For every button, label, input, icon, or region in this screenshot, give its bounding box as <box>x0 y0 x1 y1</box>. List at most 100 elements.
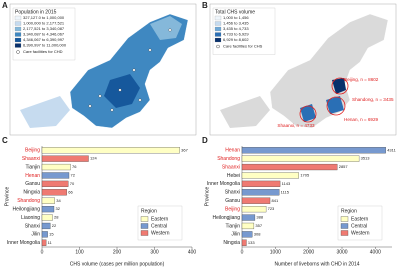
legend-swatch <box>14 15 22 21</box>
value-label: 4311 <box>387 147 396 152</box>
y-tick-label: Shaanxi <box>222 164 240 170</box>
y-tick-label: Heilongjiang <box>12 206 40 212</box>
legend-label: 6,929 to 8,602 <box>223 37 249 42</box>
bar <box>241 189 280 196</box>
y-tick-label: Henan <box>25 173 40 179</box>
bar <box>41 214 53 221</box>
map-region <box>300 104 316 122</box>
bar <box>241 147 386 154</box>
facility-icon <box>118 88 122 92</box>
y-tick-label: Tianjin <box>25 164 40 170</box>
x-tick-label: 3000 <box>336 249 347 255</box>
y-tick-label: Inner Mongolia <box>7 240 40 246</box>
bar <box>41 197 55 204</box>
bar <box>241 206 267 213</box>
map-region <box>20 96 70 128</box>
bar <box>241 239 247 246</box>
value-label: 841 <box>272 198 279 203</box>
legend-title: Region <box>141 208 157 214</box>
legend-swatch <box>214 37 222 43</box>
x-tick-label: 1000 <box>270 249 281 255</box>
legend-swatch <box>140 216 149 222</box>
bar <box>41 189 67 196</box>
facility-icon <box>16 50 20 54</box>
value-label: 367 <box>181 147 188 152</box>
legend-label: 1,000,000 to 2,177,521 <box>23 21 65 26</box>
value-label: 357 <box>255 223 262 228</box>
panel-label: C <box>2 136 8 145</box>
y-tick-label: Beijing <box>225 206 240 212</box>
value-label: 124 <box>90 156 97 161</box>
bar <box>241 214 256 221</box>
facility-icon <box>216 44 220 49</box>
legend-swatch <box>14 37 22 43</box>
bar <box>41 222 51 230</box>
value-label: 22 <box>52 223 57 228</box>
bar <box>241 172 299 179</box>
y-tick-label: Tianjin <box>225 223 240 229</box>
facility-icon <box>132 68 136 72</box>
bar <box>41 180 69 187</box>
x-tick-label: 200 <box>113 249 122 255</box>
y-tick-label: Liaoning <box>21 215 40 221</box>
legend-label: Care facilities for CHD <box>23 49 63 54</box>
y-tick-label: Inner Mongolia <box>207 181 240 187</box>
x-tick-label: 300 <box>150 249 159 255</box>
y-tick-label: Ningxia <box>223 240 240 246</box>
panel-label: B <box>202 1 208 10</box>
legend-swatch <box>214 21 222 26</box>
legend-label: Central <box>351 223 367 229</box>
bar <box>241 163 338 171</box>
legend-label: Western <box>351 230 370 236</box>
y-tick-label: Hebei <box>227 173 240 179</box>
legend-label: 6,390,997 to 11,000,000 <box>23 43 67 48</box>
value-label: 1115 <box>281 189 290 194</box>
value-label: 1705 <box>300 173 310 178</box>
legend-label: 3,435 to 4,733 <box>223 26 249 31</box>
y-tick-label: Beijing <box>25 148 40 154</box>
x-tick-label: 0 <box>241 249 244 255</box>
legend-title: Region <box>341 208 357 214</box>
panel-label: A <box>2 1 8 10</box>
legend-label: Eastern <box>351 216 368 222</box>
legend-swatch <box>14 26 22 32</box>
value-label: 72 <box>71 173 76 178</box>
x-tick-label: 0 <box>41 249 44 255</box>
bar <box>41 172 70 179</box>
legend-title: Total CHS volume <box>215 9 255 15</box>
y-tick-label: Shandong <box>17 198 40 204</box>
legend-label: Western <box>151 230 170 236</box>
legend-label: Care facilities for CHS <box>223 44 263 49</box>
legend-swatch <box>214 32 222 37</box>
bar <box>241 180 281 187</box>
x-axis-title: Number of liveborns with CHD in 2014 <box>274 261 359 267</box>
legend-label: 1,456 to 3,435 <box>223 21 249 26</box>
y-tick-label: Shanxi <box>25 223 40 229</box>
bar <box>241 222 255 230</box>
value-label: 34 <box>56 198 61 203</box>
legend-swatch <box>140 223 149 229</box>
bar <box>41 231 48 238</box>
facility-icon <box>148 48 152 52</box>
legend-label: Central <box>151 223 167 229</box>
legend-label: 2,177,521 to 3,340,087 <box>23 26 65 31</box>
annotation: Shandong, n = 3435 <box>352 97 394 102</box>
facility-icon <box>98 94 102 98</box>
value-label: 2857 <box>339 164 349 169</box>
bar <box>41 163 71 171</box>
legend-label: Eastern <box>151 216 168 222</box>
annotation: Beijing, n = 8602 <box>344 77 379 82</box>
y-tick-label: Shanxi <box>225 190 240 196</box>
y-axis-title: Province <box>204 187 210 207</box>
facility-icon <box>110 108 114 112</box>
map-region <box>150 16 182 40</box>
y-tick-label: Heilongjiang <box>212 215 240 221</box>
bar <box>41 147 180 154</box>
y-tick-label: Ningxia <box>23 190 40 196</box>
facility-icon <box>138 98 142 102</box>
y-axis-title: Province <box>4 187 10 207</box>
highlight-circle <box>299 105 317 123</box>
bar <box>241 197 271 204</box>
highlight-circle <box>331 77 349 95</box>
panel-label: D <box>202 136 208 145</box>
